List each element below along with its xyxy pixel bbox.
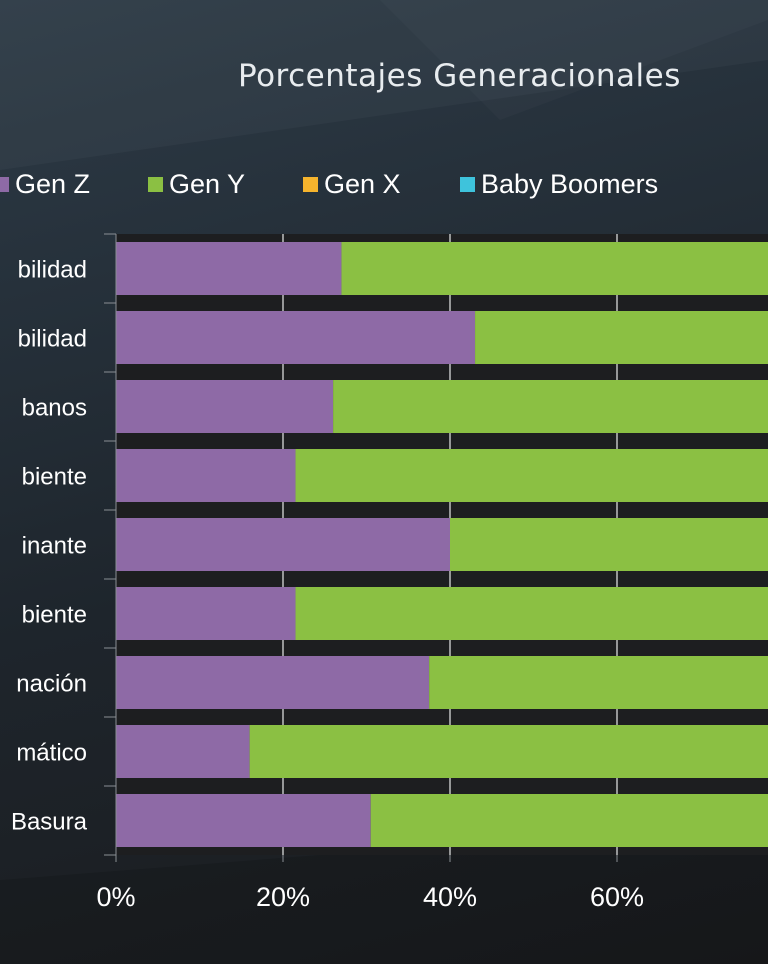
x-tick-label: 0% xyxy=(96,882,135,912)
legend-swatch xyxy=(0,176,9,192)
legend-item: Gen X xyxy=(303,164,401,204)
category-label: biente xyxy=(22,602,87,629)
category-label: bilidad xyxy=(18,326,87,353)
bar-segment xyxy=(450,518,768,571)
bar-segment xyxy=(341,242,768,295)
category-label: biente xyxy=(22,464,87,491)
category-label: bilidad xyxy=(18,257,87,284)
category-label: Basura xyxy=(11,809,88,836)
x-tick-label: 20% xyxy=(256,882,310,912)
category-label: mático xyxy=(16,740,87,767)
bar-segment xyxy=(116,380,334,433)
bar-segment xyxy=(116,518,450,571)
bar-segment xyxy=(333,380,768,433)
bar-segment xyxy=(370,794,768,847)
legend-swatch xyxy=(460,176,475,192)
x-tick-label: 60% xyxy=(590,882,644,912)
bar-segment xyxy=(116,311,476,364)
bar-segment xyxy=(116,656,430,709)
category-label: inante xyxy=(22,533,87,560)
bar-segment xyxy=(116,587,296,640)
legend-label: Baby Boomers xyxy=(481,168,659,199)
bar-segment xyxy=(116,725,250,778)
bar-segment xyxy=(295,587,768,640)
chart-title: Porcentajes Generacionales xyxy=(238,58,681,94)
bar-segment xyxy=(429,656,768,709)
category-label: nación xyxy=(16,671,87,698)
category-label: banos xyxy=(22,395,87,422)
bar-segment xyxy=(475,311,768,364)
bar-segment xyxy=(116,794,371,847)
bar-segment xyxy=(249,725,768,778)
legend-label: Gen Z xyxy=(15,168,91,199)
legend-item: Baby Boomers xyxy=(460,164,658,204)
legend-item: Gen Y xyxy=(148,164,245,204)
legend-label: Gen X xyxy=(324,168,401,199)
bar-segment xyxy=(295,449,768,502)
legend-label: Gen Y xyxy=(169,168,246,199)
bar-segment xyxy=(116,449,296,502)
x-tick-label: 40% xyxy=(423,882,477,912)
bar-segment xyxy=(116,242,342,295)
legend-swatch xyxy=(303,176,318,192)
legend-item: Gen Z xyxy=(0,164,90,204)
legend-swatch xyxy=(148,176,163,192)
